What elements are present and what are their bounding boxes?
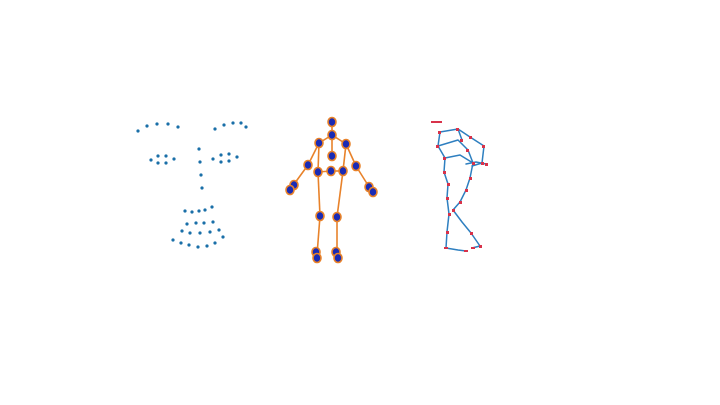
joint-right-ankle-b <box>333 252 343 264</box>
face-point <box>188 231 192 235</box>
joint-mid-hip <box>326 165 336 177</box>
skeleton-joint <box>447 183 450 186</box>
face-point <box>211 157 215 161</box>
face-point <box>156 161 160 165</box>
face-point <box>185 222 189 226</box>
face-point <box>156 154 160 158</box>
face-point <box>198 160 202 164</box>
face-point <box>211 220 215 224</box>
face-point <box>194 221 198 225</box>
skeleton-bones <box>437 128 487 252</box>
face-point <box>187 243 191 247</box>
face-point <box>239 121 243 125</box>
face-point <box>219 160 223 164</box>
face-point <box>197 147 201 151</box>
joint-left-wrist-b <box>285 184 295 196</box>
body-bones <box>291 122 372 256</box>
face-point <box>179 241 183 245</box>
joint-left-hip <box>313 166 323 178</box>
joint-left-knee <box>315 210 325 222</box>
face-point <box>197 209 201 213</box>
face-point <box>196 245 200 249</box>
face-point <box>213 127 217 131</box>
face-point <box>199 173 203 177</box>
joint-right-hip <box>338 165 348 177</box>
skeleton-joint <box>464 250 468 252</box>
face-point <box>198 231 202 235</box>
face-point <box>222 123 226 127</box>
skeleton-joints <box>431 121 488 252</box>
face-point <box>235 155 239 159</box>
face-point <box>205 244 209 248</box>
joint-right-elbow <box>351 160 361 172</box>
face-point <box>244 125 248 129</box>
skeleton-joint <box>472 162 475 165</box>
face-point <box>210 205 214 209</box>
skeleton-joint <box>438 131 441 134</box>
face-point <box>145 124 149 128</box>
joint-right-knee <box>332 211 342 223</box>
face-point <box>136 129 140 133</box>
joint-head <box>327 116 337 128</box>
body-keypoints <box>285 116 378 264</box>
joint-left-shoulder <box>314 137 324 149</box>
face-point <box>231 121 235 125</box>
skeleton-joint <box>469 177 472 180</box>
face-point <box>149 158 153 162</box>
joint-left-elbow <box>303 159 313 171</box>
face-point <box>190 210 194 214</box>
face-point <box>227 159 231 163</box>
face-point <box>208 230 212 234</box>
face-point <box>166 122 170 126</box>
face-point <box>176 125 180 129</box>
face-point <box>200 186 204 190</box>
skeleton-joint <box>479 245 482 248</box>
face-point <box>171 238 175 242</box>
face-point <box>172 157 176 161</box>
skeleton-joint <box>459 201 462 204</box>
skeleton-joint <box>452 209 455 212</box>
joint-right-wrist-b <box>368 186 378 198</box>
face-point <box>180 229 184 233</box>
face-point <box>217 228 221 232</box>
skeleton-joint <box>482 145 485 148</box>
hand-skeleton <box>431 121 488 252</box>
skeleton-joint <box>460 139 463 142</box>
joint-left-ankle-b <box>312 252 322 264</box>
face-landmarks <box>136 121 248 249</box>
skeleton-joint <box>446 197 449 200</box>
face-point <box>219 153 223 157</box>
skeleton-joint <box>446 231 449 234</box>
skeleton-joint <box>470 232 473 235</box>
face-point <box>221 235 225 239</box>
skeleton-joint <box>444 247 448 249</box>
skeleton-joint <box>471 247 475 249</box>
skeleton-joint <box>465 189 468 192</box>
face-point <box>203 208 207 212</box>
face-point <box>183 209 187 213</box>
joint-chest <box>327 150 337 162</box>
skeleton-joint <box>481 162 484 165</box>
joint-neck <box>327 129 337 141</box>
face-point <box>164 161 168 165</box>
skeleton-joint <box>485 163 488 166</box>
joint-right-shoulder <box>341 138 351 150</box>
skeleton-joint <box>466 149 469 152</box>
skeleton-joint <box>456 128 459 131</box>
face-point <box>213 241 217 245</box>
body-joints <box>285 116 378 264</box>
face-point <box>202 221 206 225</box>
face-point <box>164 154 168 158</box>
skeleton-joint <box>431 121 442 123</box>
skeleton-joint <box>436 145 439 148</box>
face-point <box>155 122 159 126</box>
skeleton-joint <box>448 213 451 216</box>
skeleton-joint <box>443 157 446 160</box>
skeleton-joint <box>443 171 446 174</box>
face-point <box>227 152 231 156</box>
skeleton-joint <box>469 136 472 139</box>
